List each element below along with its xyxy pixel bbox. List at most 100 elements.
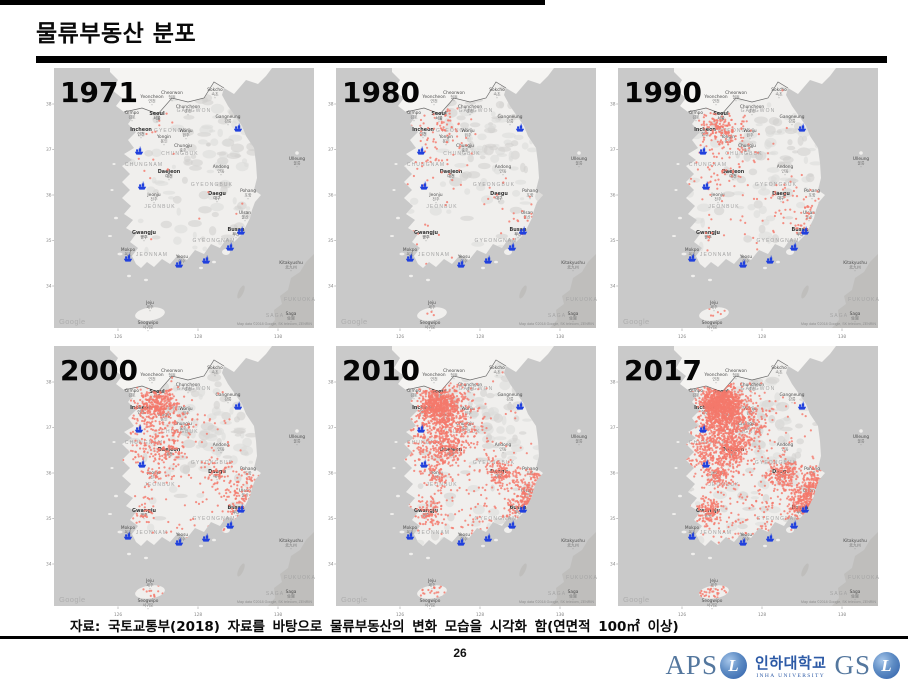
svg-text:SAGA: SAGA	[830, 313, 848, 319]
port-marker	[174, 537, 184, 546]
port-marker	[515, 401, 525, 410]
map-attribution: Map data ©2018 Google, SK telecom, ZENRI…	[519, 322, 594, 326]
svg-text:37: 37	[610, 147, 616, 153]
svg-text:SAGA: SAGA	[548, 591, 566, 597]
svg-text:126: 126	[678, 334, 687, 340]
map-panel-2017: GANGWONGYEONGGICHUNGBUKCHUNGNAMGYEONGBUK…	[604, 346, 882, 622]
port-marker	[233, 123, 243, 132]
port-marker	[483, 255, 493, 264]
svg-text:GYEONGNAM: GYEONGNAM	[193, 516, 236, 522]
map-attribution: Map data ©2018 Google, SK telecom, ZENRI…	[519, 600, 594, 604]
svg-text:SAGA: SAGA	[830, 591, 848, 597]
svg-text:GANGWON: GANGWON	[459, 386, 494, 392]
svg-text:CHUNGBUK: CHUNGBUK	[443, 429, 480, 435]
svg-text:JEONNAM: JEONNAM	[700, 530, 732, 536]
svg-text:JEONNAM: JEONNAM	[418, 252, 450, 258]
korea-map-2000: GANGWONGYEONGGICHUNGBUKCHUNGNAMGYEONGBUK…	[46, 346, 316, 618]
google-watermark: Google	[59, 595, 86, 604]
year-label: 2010	[342, 354, 420, 387]
map-canvas: GANGWONGYEONGGICHUNGBUKCHUNGNAMGYEONGBUK…	[618, 68, 879, 332]
svg-text:34: 34	[46, 284, 52, 290]
map-canvas: GANGWONGYEONGGICHUNGBUKCHUNGNAMGYEONGBUK…	[54, 346, 316, 610]
port-marker	[518, 226, 528, 235]
svg-text:128: 128	[476, 612, 485, 618]
svg-text:CHUNGBUK: CHUNGBUK	[725, 429, 762, 435]
svg-text:FUKUOKA: FUKUOKA	[566, 297, 598, 303]
google-watermark: Google	[59, 317, 86, 326]
svg-text:JEONBUK: JEONBUK	[426, 482, 457, 488]
apsl-logo-mark: L	[719, 651, 747, 679]
port-marker	[698, 146, 708, 155]
port-marker	[225, 242, 235, 251]
port-marker	[236, 226, 246, 235]
svg-text:GYEONGBUK: GYEONGBUK	[191, 182, 233, 188]
logistics-dots	[404, 371, 543, 600]
port-marker	[800, 504, 810, 513]
apsl-logo-l: L	[728, 655, 739, 675]
footer-divider	[0, 636, 908, 639]
svg-text:GYEONGGI: GYEONGGI	[436, 128, 472, 134]
svg-text:CHUNGNAM: CHUNGNAM	[407, 162, 445, 168]
svg-text:130: 130	[274, 612, 283, 618]
svg-text:FUKUOKA: FUKUOKA	[284, 575, 316, 581]
page-number: 26	[453, 646, 467, 660]
map-attribution: Map data ©2018 Google, SK telecom, ZENRI…	[801, 322, 876, 326]
svg-text:JEONNAM: JEONNAM	[700, 252, 732, 258]
logistics-dots	[137, 112, 244, 241]
svg-text:36: 36	[328, 471, 334, 477]
port-marker	[137, 459, 147, 468]
gsl-logo-mark: L	[873, 651, 900, 679]
port-marker	[233, 401, 243, 410]
svg-text:GYEONGNAM: GYEONGNAM	[475, 238, 518, 244]
svg-text:36: 36	[328, 193, 334, 199]
port-marker	[800, 226, 810, 235]
port-marker	[416, 146, 426, 155]
svg-text:35: 35	[328, 238, 334, 244]
svg-text:35: 35	[328, 516, 334, 522]
